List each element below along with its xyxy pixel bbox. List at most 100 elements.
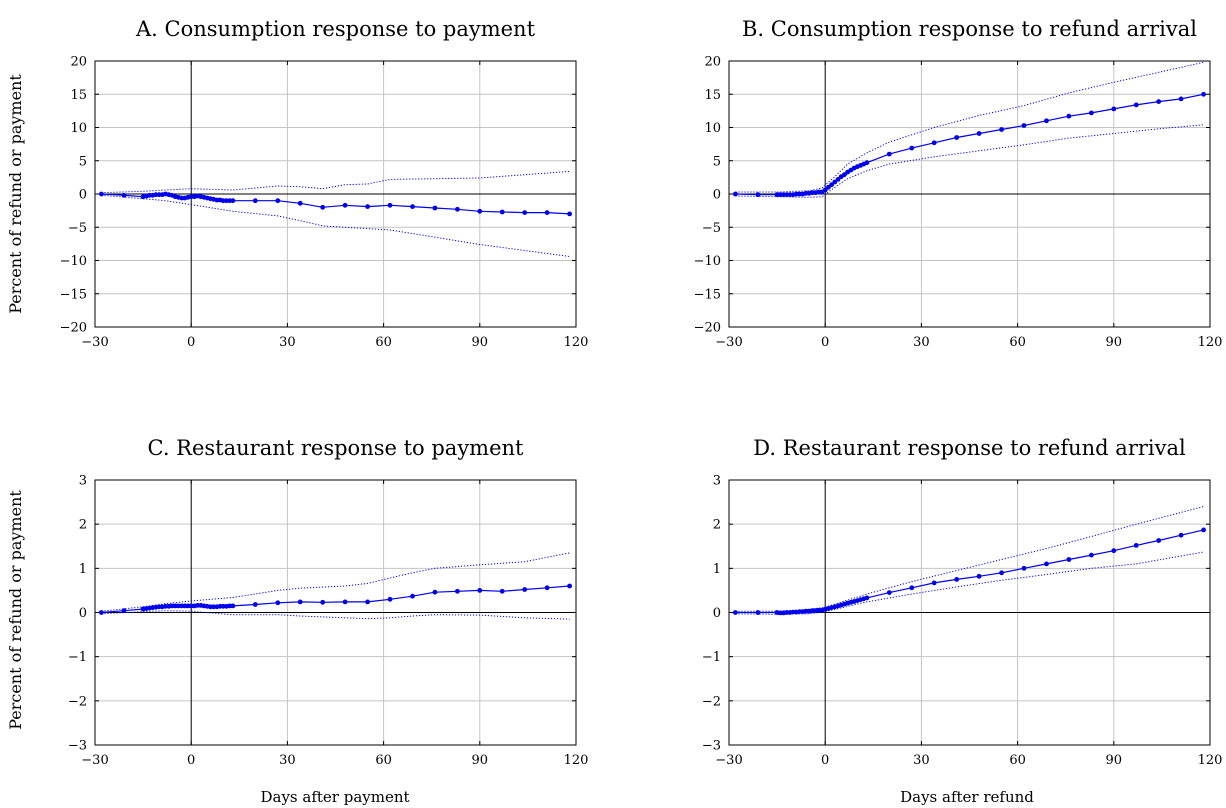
panel-c-point-42 [499,588,505,594]
panel-a-point-40 [455,206,460,212]
panel-d-point-40 [1089,552,1094,558]
panel-b-point-38 [1044,118,1049,124]
panel-a-ytick-4: 0 [79,188,87,203]
panel-c-xtick-1: 0 [187,753,195,768]
panel-b-point-36 [999,127,1004,132]
panel-a-ytick-2: −10 [60,254,87,269]
panel-b-point-45 [1201,91,1206,97]
panel-b: B. Consumption response to refund arriva… [694,17,1223,350]
panel-d-point-37 [1021,565,1027,571]
panel-b-ytick-7: 15 [704,88,721,103]
panel-b-point-31 [886,151,892,157]
panel-d-point-34 [954,577,960,582]
panel-a: A. Consumption response to payment −30 0 30… [60,17,589,350]
panel-c-point-9 [163,603,168,609]
panel-d: D. Restaurant response to refund arrival… [702,436,1223,768]
panel-b-point-35 [976,131,982,136]
panel-c-estimate-line [101,585,570,614]
y-axis-label-top: Percent of refund or payment [6,74,25,314]
panel-d-estimate-line [735,529,1204,614]
panel-c-ytick-1: −2 [68,694,87,709]
panel-b-point-44 [1178,96,1184,102]
panel-b-xtick-1: 0 [821,335,829,350]
panel-d-xtick-5: 120 [1198,753,1223,768]
panel-a-ytick-1: −15 [60,287,87,302]
panel-c-xtick-3: 60 [375,753,392,768]
panel-b-ytick-0: −20 [694,321,721,336]
panel-a-xtick-3: 60 [375,335,392,350]
panel-c-lower-band [101,610,570,620]
panel-c-point-44 [544,585,550,591]
panel-a-point-32 [275,198,281,204]
panel-c-frame [94,479,577,746]
panel-c-ytick-0: −3 [68,739,87,754]
panel-c-xtick-5: 120 [564,753,589,768]
panel-a-point-42 [499,209,505,215]
panel-d-xtick-0: −30 [715,753,742,768]
panel-d-point-43 [1156,538,1162,543]
panel-a-lower-band [101,194,570,257]
panel-a-xtick-5: 120 [564,335,589,350]
panel-b-point-34 [954,135,960,140]
panel-c-point-36 [365,599,370,605]
panel-c-point-34 [320,599,326,605]
panel-a-point-36 [365,204,370,210]
panel-a-xtick-0: −30 [81,335,108,350]
panel-b-xtick-4: 90 [1106,335,1123,350]
panel-b-ytick-5: 5 [713,154,721,169]
x-axis-label-left: Days after payment [260,788,409,806]
panels: A. Consumption response to payment−30 0 30… [60,17,1223,768]
panel-a-point-35 [342,202,348,208]
panel-b-point-43 [1156,99,1162,104]
panel-d-point-42 [1133,543,1139,548]
panel-b-xtick-0: −30 [715,335,742,350]
panel-a-point-44 [544,210,550,216]
panel-d-point-33 [931,580,937,586]
panel-d-point-0 [733,610,738,615]
panel-b-point-41 [1111,106,1117,112]
panel-a-ytick-3: −5 [68,221,87,236]
panel-d-point-36 [999,570,1004,576]
panel-b-ytick-1: −15 [694,287,721,302]
panel-d-ytick-1: −2 [702,694,721,709]
panel-c-point-35 [342,599,348,605]
panel-c-point-41 [477,588,483,593]
panel-b-estimate-line [735,93,1204,196]
panel-b-point-9 [797,191,802,197]
panel-a-point-41 [477,208,483,214]
panel-b-xtick-2: 30 [913,335,930,350]
panel-c-xtick-2: 30 [279,753,296,768]
panel-a-xtick-2: 30 [279,335,296,350]
panel-c-title: C. Restaurant response to payment [148,436,525,460]
panel-b-point-21 [835,177,841,182]
panel-b-point-40 [1089,110,1094,116]
panel-a-xtick-1: 0 [187,335,195,350]
panel-c-point-37 [387,596,393,602]
panel-b-point-32 [909,145,915,151]
panel-b-ytick-4: 0 [713,188,721,203]
panel-c-point-30 [230,603,236,609]
panel-c-point-33 [297,599,303,605]
panel-d-point-41 [1111,548,1117,554]
panel-d-point-38 [1044,561,1049,567]
panel-c-xtick-0: −30 [81,753,108,768]
panel-d-ytick-5: 2 [713,518,721,533]
panel-c-ytick-6: 3 [79,474,87,489]
panel-b-point-18 [826,184,831,190]
panel-a-point-45 [567,211,572,217]
panel-c-point-45 [567,583,572,589]
panel-b-point-19 [829,182,834,188]
panel-c-point-24 [211,604,217,610]
panel-d-title: D. Restaurant response to refund arrival [753,436,1186,460]
panel-a-point-39 [432,205,438,211]
panel-c-upper-band [101,552,570,612]
panel-a-ytick-6: 10 [70,121,87,136]
panel-c: C. Restaurant response to payment−30 0 30 6… [68,436,589,768]
panel-c-point-31 [252,602,258,607]
panel-a-xtick-4: 90 [472,335,489,350]
panel-c-ytick-3: 0 [79,606,87,621]
panel-d-point-35 [976,573,982,579]
panel-b-title: B. Consumption response to refund arriva… [742,17,1197,41]
panel-b-ytick-8: 20 [704,55,721,70]
